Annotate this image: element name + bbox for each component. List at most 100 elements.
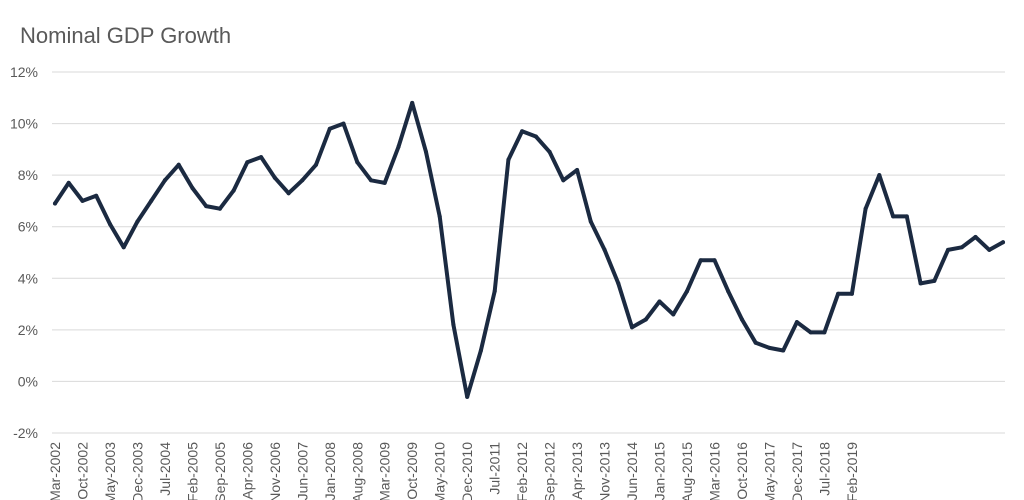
data-point xyxy=(108,222,112,227)
y-tick-label: 4% xyxy=(18,270,38,286)
data-point xyxy=(794,320,799,325)
y-tick-label: 12% xyxy=(10,64,38,80)
data-point xyxy=(162,178,167,183)
data-point xyxy=(190,186,195,190)
data-point xyxy=(231,188,236,193)
x-tick-label: Jun-2007 xyxy=(294,442,310,500)
x-tick-label: Feb-2019 xyxy=(844,442,860,500)
data-point xyxy=(66,180,71,185)
data-point xyxy=(437,214,442,219)
y-tick-label: 6% xyxy=(18,219,38,235)
x-tick-label: Dec-2017 xyxy=(789,442,805,500)
data-point xyxy=(204,204,209,209)
y-tick-label: 0% xyxy=(18,373,38,389)
data-point xyxy=(520,129,525,134)
data-point xyxy=(451,322,456,327)
data-point xyxy=(478,348,483,353)
data-point xyxy=(877,173,882,178)
data-point xyxy=(286,191,291,196)
data-point xyxy=(176,162,181,167)
data-point xyxy=(53,201,57,206)
y-tick-label: 8% xyxy=(18,167,38,183)
x-tick-label: Jun-2014 xyxy=(624,442,640,500)
x-tick-label: Oct-2002 xyxy=(74,442,90,500)
data-point xyxy=(300,178,305,183)
data-point xyxy=(740,317,744,322)
x-tick-label: Mar-2016 xyxy=(706,442,722,500)
data-point xyxy=(94,193,99,198)
y-tick-label: 10% xyxy=(10,116,38,132)
data-point xyxy=(410,100,415,105)
data-point xyxy=(341,121,346,126)
data-point xyxy=(891,214,896,219)
x-tick-label: Mar-2009 xyxy=(377,442,393,500)
x-tick-label: Nov-2013 xyxy=(597,442,613,500)
data-point xyxy=(1001,240,1005,245)
data-point xyxy=(396,144,401,149)
x-tick-label: Aug-2008 xyxy=(349,442,365,500)
data-point xyxy=(836,291,841,296)
data-point xyxy=(753,340,758,345)
x-tick-label: Oct-2016 xyxy=(734,442,750,500)
x-tick-label: Feb-2005 xyxy=(184,442,200,500)
y-tick-label: -2% xyxy=(13,425,38,441)
data-point xyxy=(671,312,676,317)
data-point xyxy=(533,134,538,139)
gridlines xyxy=(52,71,1005,434)
data-point xyxy=(726,289,731,294)
data-point xyxy=(863,206,868,211)
data-point xyxy=(561,178,566,183)
data-point xyxy=(808,330,813,335)
data-point xyxy=(657,299,662,304)
x-tick-label: Jul-2018 xyxy=(816,442,832,496)
data-point xyxy=(767,345,772,350)
data-point xyxy=(822,330,827,335)
y-tick-label: 2% xyxy=(18,322,38,338)
data-point xyxy=(781,348,786,353)
data-point xyxy=(382,180,387,185)
x-tick-label: Jul-2004 xyxy=(157,442,173,496)
x-tick-label: Nov-2006 xyxy=(267,442,283,500)
chart-title: Nominal GDP Growth xyxy=(20,23,231,48)
x-tick-label: Dec-2010 xyxy=(459,442,475,500)
x-tick-label: Jan-2008 xyxy=(322,442,338,500)
data-point xyxy=(616,281,621,286)
data-point xyxy=(547,149,552,154)
x-tick-label: May-2017 xyxy=(761,442,777,500)
x-tick-label: Aug-2015 xyxy=(679,442,695,500)
x-tick-label: Feb-2012 xyxy=(514,442,530,500)
data-point xyxy=(575,168,580,172)
data-point xyxy=(630,325,634,330)
data-point xyxy=(314,162,318,167)
data-point xyxy=(259,155,264,160)
data-point xyxy=(327,126,332,131)
data-point xyxy=(588,219,593,224)
data-point xyxy=(245,160,250,165)
x-tick-label: Oct-2009 xyxy=(404,442,420,500)
x-tick-label: Mar-2002 xyxy=(47,442,63,500)
data-point xyxy=(904,214,909,219)
data-point xyxy=(506,157,511,162)
data-point xyxy=(121,245,126,250)
data-point xyxy=(80,198,85,203)
data-point xyxy=(492,289,497,294)
data-point xyxy=(946,247,950,252)
data-point xyxy=(272,175,277,180)
x-tick-label: Dec-2003 xyxy=(129,442,145,500)
data-point xyxy=(849,291,854,296)
data-point xyxy=(217,206,222,211)
data-point xyxy=(959,245,964,250)
y-axis-tick-labels: -2% 0% 2% 4% 6% 8% 10% 12% xyxy=(10,64,38,441)
data-point xyxy=(973,235,978,239)
data-point xyxy=(685,289,689,294)
data-point xyxy=(424,149,428,154)
data-point xyxy=(369,178,373,183)
x-tick-label: May-2003 xyxy=(102,442,118,500)
x-tick-label: Apr-2006 xyxy=(239,442,255,500)
x-tick-label: Apr-2013 xyxy=(569,442,585,500)
data-point xyxy=(987,247,992,252)
data-point xyxy=(698,258,703,263)
data-point xyxy=(643,317,648,322)
x-tick-label: Sep-2005 xyxy=(212,442,228,500)
